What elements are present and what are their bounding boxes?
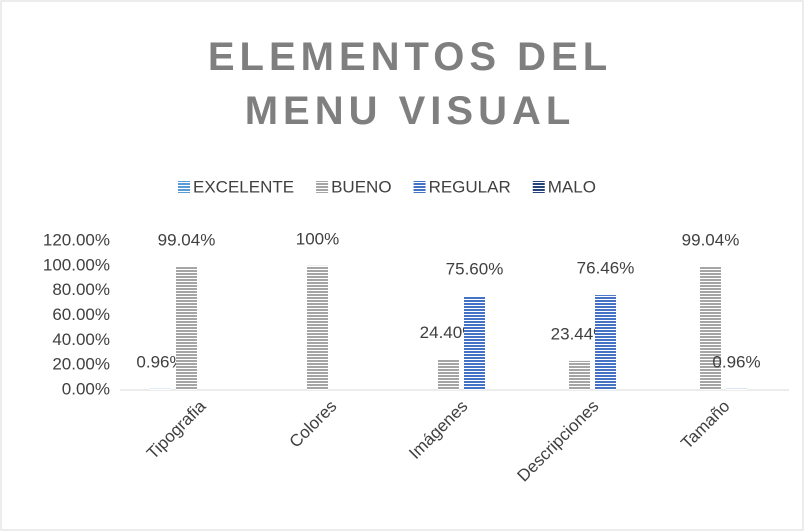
bar (595, 295, 616, 390)
bar (700, 267, 721, 390)
legend-marker (178, 181, 190, 193)
bar (464, 296, 485, 390)
bar (176, 267, 197, 390)
y-tick-label: 60.00% (52, 305, 110, 324)
data-label: 0.96% (136, 352, 184, 371)
data-label: 99.04% (682, 231, 740, 250)
data-label: 100% (296, 229, 339, 248)
data-label: 24.40% (420, 323, 478, 342)
x-tick-label: Descripciones (514, 397, 603, 486)
y-tick-label: 120.00% (43, 230, 110, 249)
legend-marker (316, 181, 329, 193)
y-tick-label: 80.00% (52, 280, 110, 299)
bar (569, 360, 590, 390)
legend-label: MALO (548, 177, 596, 196)
y-tick-label: 100.00% (43, 255, 110, 274)
chart-title: ELEMENTOS DEL MENU VISUAL (207, 35, 613, 133)
data-label: 76.46% (577, 259, 635, 278)
x-tick-label: Colores (286, 397, 341, 452)
y-tick-label: 20.00% (52, 355, 110, 374)
legend-label: EXCELENTE (193, 177, 294, 196)
data-label: 99.04% (158, 231, 216, 250)
data-label: 75.60% (446, 260, 504, 279)
legend-label: REGULAR (429, 177, 511, 196)
x-tick-label: Tipografia (143, 396, 210, 463)
y-tick-label: 40.00% (52, 330, 110, 349)
data-label: 23.44% (551, 324, 609, 343)
x-tick-label: Imágenes (405, 397, 471, 463)
legend-marker (532, 181, 545, 193)
bar (726, 388, 747, 390)
legend-marker (413, 181, 426, 193)
legend-label: BUENO (331, 177, 391, 196)
data-label: 0.96% (712, 352, 760, 371)
bar (150, 388, 171, 390)
bar (307, 265, 328, 390)
x-tick-label: Tamaño (677, 397, 733, 453)
bar (438, 359, 459, 390)
y-tick-label: 0.00% (62, 379, 110, 398)
